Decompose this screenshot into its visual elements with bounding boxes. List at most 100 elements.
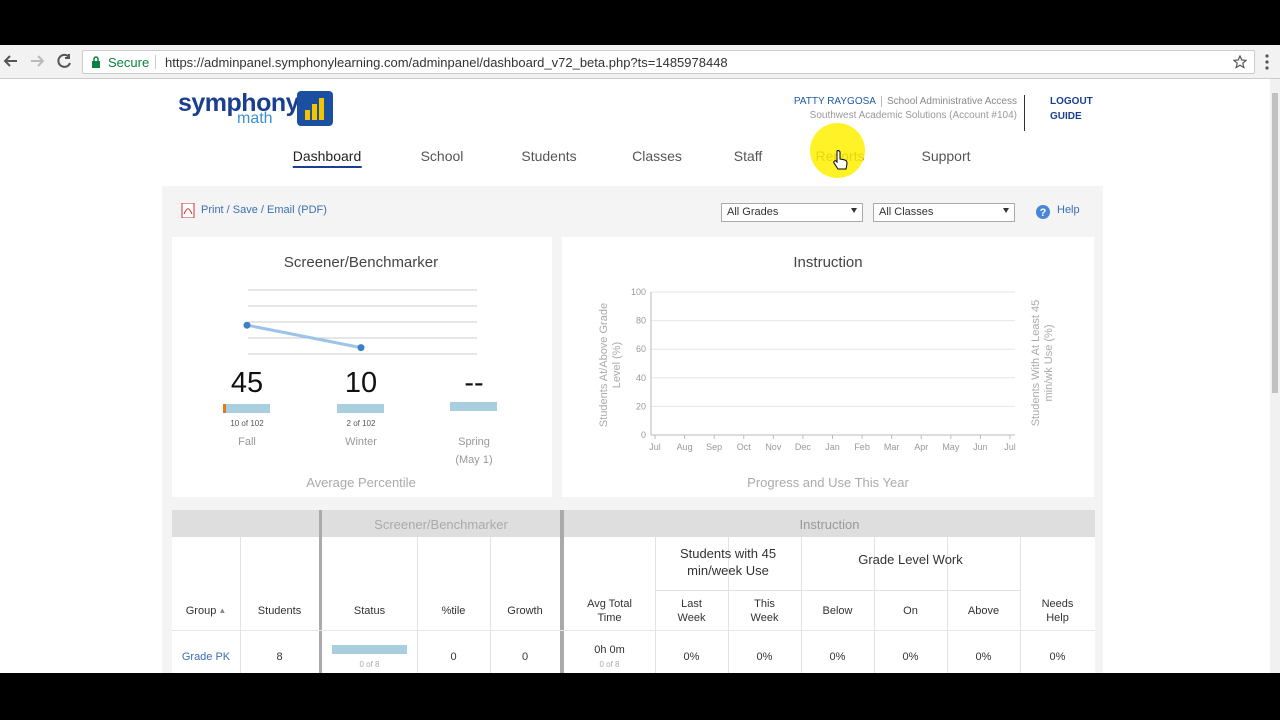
y2-axis-label: Students With At Least 45 min/wk Use (%)	[1030, 299, 1055, 427]
column-header: Needs Help	[1041, 598, 1074, 624]
table-cell[interactable]: Grade PK	[181, 651, 231, 663]
period-count: 2 of 102	[346, 419, 376, 428]
x-tick-label: May	[942, 442, 960, 452]
pdf-icon	[181, 203, 195, 218]
column-divider	[1020, 537, 1021, 673]
y-tick-label: 100	[631, 287, 646, 297]
column-header: On	[903, 605, 918, 617]
column-header: Above	[967, 605, 1000, 617]
filter-value: All Grades	[727, 206, 779, 218]
user-line: PATTY RAYGOSA School Administrative Acces…	[793, 96, 1017, 107]
table-cell: 0%	[975, 651, 992, 663]
filter-select[interactable]: All Grades	[721, 203, 863, 222]
panel-title: Instruction	[793, 254, 862, 271]
dropdown-arrow	[851, 208, 857, 213]
table-cell: 0%	[683, 651, 700, 663]
help-icon[interactable]: ?	[1035, 204, 1051, 220]
period-name: Winter	[345, 436, 377, 448]
column-divider	[655, 537, 656, 673]
user-role: School Administrative Access	[880, 96, 1017, 107]
x-tick-label: Dec	[795, 442, 812, 452]
period-value: --	[464, 367, 484, 399]
percentile-line	[246, 323, 362, 350]
subgroup-title: Grade Level Work	[858, 552, 963, 567]
cell-sub: 0 of 8	[359, 660, 380, 669]
x-tick-label: Sep	[706, 442, 722, 452]
x-tick-label: Jun	[973, 442, 988, 452]
period-name: Spring	[458, 436, 490, 448]
panel-caption: Average Percentile	[306, 475, 416, 490]
subgroup-title: Students with 45 min/week Use	[679, 546, 777, 578]
y-tick-label: 40	[636, 373, 646, 383]
column-header: Below	[822, 605, 853, 617]
menu-button[interactable]	[1262, 53, 1272, 71]
period-bar	[223, 404, 270, 413]
site-header: symphony math PATTY RAYGOSA School Admini…	[162, 79, 1103, 186]
y-tick-label: 60	[636, 344, 646, 354]
x-tick-label: Mar	[884, 442, 900, 452]
nav-item[interactable]: Support	[921, 148, 971, 164]
y-axis-label: Students At/Above Grade Level (%)	[598, 302, 623, 428]
nav-item[interactable]: Staff	[733, 148, 763, 164]
bookmark-star[interactable]	[1233, 55, 1247, 69]
column-header: Last Week	[677, 598, 706, 624]
column-header[interactable]: Group ▲	[185, 605, 227, 617]
column-header: Growth	[507, 605, 543, 617]
x-tick-label: Aug	[677, 442, 693, 452]
lock-icon	[92, 56, 100, 68]
column-divider	[490, 537, 491, 673]
user-account: Southwest Academic Solutions (Account #1…	[809, 110, 1017, 121]
period-date: (May 1)	[455, 454, 493, 466]
filter-select[interactable]: All Classes	[873, 203, 1015, 222]
header-link[interactable]: GUIDE	[1050, 111, 1082, 122]
x-tick-label: Jul	[649, 442, 661, 452]
x-tick-label: Apr	[914, 442, 928, 452]
subgroup-rule	[655, 590, 1020, 591]
column-divider	[801, 537, 802, 673]
back-button[interactable]	[3, 55, 17, 67]
logo-product: math	[237, 110, 273, 127]
group-title: Instruction	[799, 517, 860, 532]
column-divider	[947, 537, 948, 673]
scroll-thumb[interactable]	[1272, 93, 1278, 393]
column-divider	[728, 537, 729, 673]
y-tick-label: 80	[636, 316, 646, 326]
panel-caption: Progress and Use This Year	[747, 475, 909, 490]
period-bar	[337, 404, 384, 413]
address-bar[interactable]: Secure https://adminpanel.symphonylearni…	[82, 50, 1255, 74]
screener-panel	[172, 237, 552, 497]
user-name: PATTY RAYGOSA	[793, 96, 876, 107]
secure-label: Secure	[108, 55, 150, 70]
x-tick-label: Feb	[854, 442, 870, 452]
print-link[interactable]: Print / Save / Email (PDF)	[201, 204, 327, 216]
nav-item[interactable]: Dashboard	[292, 149, 362, 168]
scrollbar	[1270, 79, 1280, 673]
period-value: 45	[230, 367, 264, 399]
table-cell: 0%	[1049, 651, 1066, 663]
help-link[interactable]: Help	[1057, 204, 1080, 216]
logo-icon	[297, 91, 333, 126]
y-tick-label: 20	[636, 401, 646, 411]
percentile-point	[357, 344, 365, 352]
column-header: Students	[257, 605, 302, 617]
column-divider	[417, 537, 418, 673]
cell-main: 0h 0m	[594, 644, 625, 656]
bottom-black-bar	[0, 673, 1280, 720]
url: https://adminpanel.symphonylearning.com/…	[165, 55, 728, 70]
column-header: Status	[353, 605, 386, 617]
reload-button[interactable]	[57, 53, 71, 68]
x-tick-label: Oct	[737, 442, 752, 452]
header-link[interactable]: LOGOUT	[1050, 96, 1093, 107]
nav-item[interactable]: Students	[521, 148, 577, 164]
sort-arrow[interactable]: ▲	[218, 606, 227, 615]
nav-item[interactable]: Classes	[632, 148, 682, 164]
nav-item[interactable]: School	[420, 148, 464, 164]
table-group-header	[172, 510, 1095, 537]
table-cell: 0	[521, 651, 529, 663]
column-header: This Week	[750, 598, 779, 624]
table-cell: 0%	[829, 651, 846, 663]
dropdown-arrow	[1003, 208, 1009, 213]
nav-buttons	[3, 53, 71, 68]
forward-button[interactable]	[31, 55, 45, 67]
